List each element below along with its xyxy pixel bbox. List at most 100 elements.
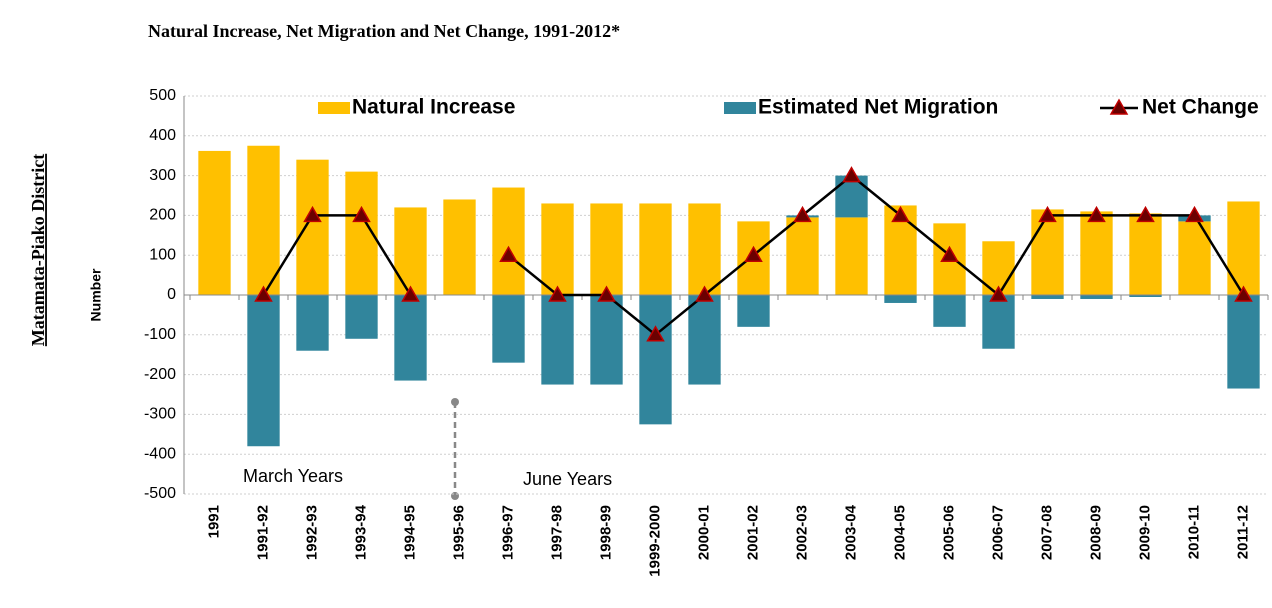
bar (835, 175, 868, 218)
marker (352, 205, 371, 223)
bar (1031, 295, 1064, 299)
legend-label: Natural Increase (352, 96, 515, 119)
legend-label: Net Change (1142, 96, 1259, 119)
marker (989, 285, 1008, 302)
x-tick-label: 2007-08 (1038, 505, 1055, 560)
bar (1129, 295, 1162, 297)
bar (345, 295, 378, 339)
bar (394, 207, 427, 295)
bar (1227, 201, 1260, 295)
marker (1136, 205, 1155, 223)
y-tick-label: 100 (149, 246, 176, 263)
x-tick-label: 2010-11 (1185, 505, 1202, 559)
bar (296, 295, 329, 351)
marker (548, 285, 567, 302)
x-tick-label: 2001-02 (744, 505, 761, 560)
y-tick-label: 400 (149, 127, 176, 144)
x-tick-label: 1995-96 (450, 505, 467, 560)
y-tick-label: -500 (144, 485, 176, 502)
bar (1227, 295, 1260, 389)
region-label: Matamata-Piako District (28, 154, 48, 346)
marker (891, 205, 910, 223)
bar (394, 295, 427, 381)
y-tick-label: 500 (149, 87, 176, 104)
bar (786, 217, 819, 295)
marker (744, 245, 763, 262)
x-tick-label: 1991-92 (254, 505, 271, 560)
x-tick-label: 2008-09 (1087, 505, 1104, 560)
marker (499, 245, 518, 262)
divider-end (451, 398, 459, 406)
bar (933, 295, 966, 327)
legend-label: Estimated Net Migration (758, 96, 998, 119)
x-tick-label: 1996-97 (499, 505, 516, 560)
x-tick-label: 1994-95 (401, 505, 418, 560)
bar (590, 295, 623, 385)
x-tick-label: 1993-94 (352, 504, 369, 560)
bar (590, 203, 623, 295)
bar (247, 145, 280, 295)
bar (688, 203, 721, 295)
bar (443, 199, 476, 295)
x-tick-label: 2009-10 (1136, 505, 1153, 560)
legend-swatch (318, 102, 350, 114)
y-axis-title: Number (88, 268, 104, 321)
marker (401, 285, 420, 302)
bar (1080, 211, 1113, 295)
x-tick-label: 2006-07 (989, 505, 1006, 560)
marker (1185, 205, 1204, 223)
bar (492, 295, 525, 363)
y-tick-label: -400 (144, 445, 176, 462)
annotation: March Years (243, 466, 343, 486)
y-tick-label: -300 (144, 406, 176, 423)
x-tick-label: 2002-03 (793, 505, 810, 560)
marker (695, 285, 714, 302)
bar (639, 203, 672, 295)
bar (541, 203, 574, 295)
bar (1080, 295, 1113, 299)
x-tick-label: 1999-2000 (646, 505, 663, 577)
x-tick-label: 1997-98 (548, 505, 565, 560)
bar (884, 295, 917, 303)
marker (254, 285, 273, 302)
bar (198, 150, 231, 295)
y-tick-label: 300 (149, 167, 176, 184)
bar (835, 217, 868, 295)
divider-end (451, 492, 459, 500)
legend-marker (1109, 98, 1129, 115)
x-tick-label: 1998-99 (597, 505, 614, 560)
y-tick-label: -100 (144, 326, 176, 343)
bar (1031, 209, 1064, 295)
marker (597, 285, 616, 302)
x-tick-label: 2011-12 (1234, 505, 1251, 559)
bar (492, 187, 525, 295)
marker (1087, 205, 1106, 223)
legend-swatch (724, 102, 756, 114)
annotation: June Years (523, 469, 612, 489)
bar (688, 295, 721, 385)
bar (541, 295, 574, 385)
marker (646, 325, 665, 342)
bar (982, 295, 1015, 349)
x-tick-label: 2005-06 (940, 505, 957, 560)
marker (1234, 285, 1253, 302)
y-tick-label: 0 (167, 286, 176, 303)
marker (303, 205, 322, 223)
bar (639, 295, 672, 425)
marker (842, 166, 861, 183)
x-tick-label: 1991 (205, 505, 222, 538)
y-tick-label: 200 (149, 207, 176, 224)
chart-title: Natural Increase, Net Migration and Net … (148, 21, 620, 41)
x-tick-label: 2004-05 (891, 505, 908, 560)
marker (940, 245, 959, 262)
x-tick-label: 1992-93 (303, 505, 320, 560)
bar (247, 295, 280, 447)
marker (1038, 205, 1057, 223)
bar (1129, 213, 1162, 295)
x-tick-label: 2000-01 (695, 505, 712, 560)
bar (296, 159, 329, 295)
y-tick-label: -200 (144, 366, 176, 383)
bar (737, 295, 770, 327)
x-tick-label: 2003-04 (842, 504, 859, 560)
